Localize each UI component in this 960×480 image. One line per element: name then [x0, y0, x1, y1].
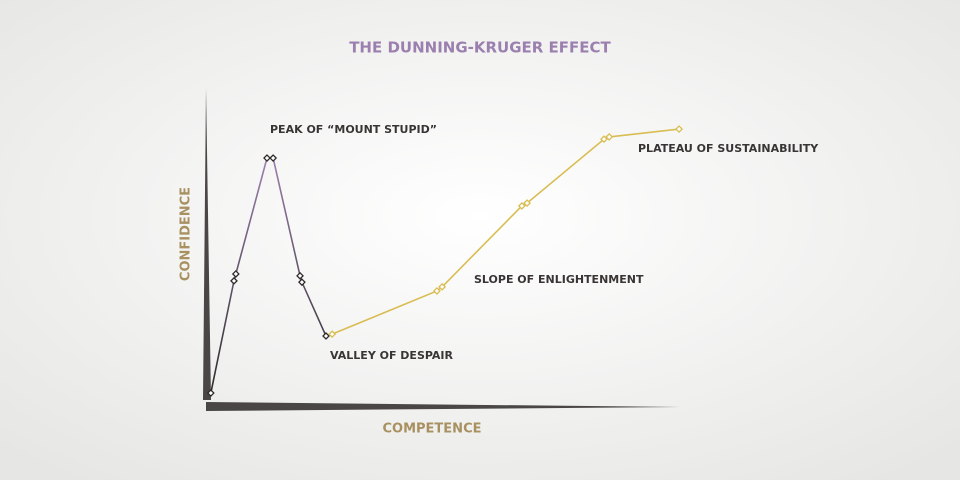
point-marker [675, 125, 683, 133]
point-marker [517, 202, 526, 210]
point-marker [523, 199, 531, 208]
point-marker [605, 133, 614, 141]
point-marker [296, 271, 304, 280]
x-axis [206, 402, 680, 411]
annotation: PEAK OF “MOUNT STUPID” [270, 123, 437, 136]
annotation: SLOPE OF ENLIGHTENMENT [474, 273, 644, 286]
point-marker [230, 276, 238, 285]
point-marker [328, 330, 337, 339]
point-marker [269, 154, 278, 162]
point-marker [433, 287, 441, 295]
point-marker [206, 389, 215, 397]
annotation: PLATEAU OF SUSTAINABILITY [638, 142, 819, 155]
point-marker [298, 278, 306, 287]
y-axis-label: CONFIDENCE [179, 187, 194, 281]
y-axis [203, 88, 211, 400]
point-marker [263, 154, 271, 162]
annotation: VALLEY OF DESPAIR [330, 349, 454, 362]
point-marker [600, 135, 608, 144]
point-marker [438, 282, 447, 291]
chart-title: THE DUNNING-KRUGER EFFECT [349, 39, 611, 57]
point-marker [231, 270, 240, 278]
x-axis-label: COMPETENCE [383, 422, 482, 437]
point-marker [322, 332, 330, 340]
